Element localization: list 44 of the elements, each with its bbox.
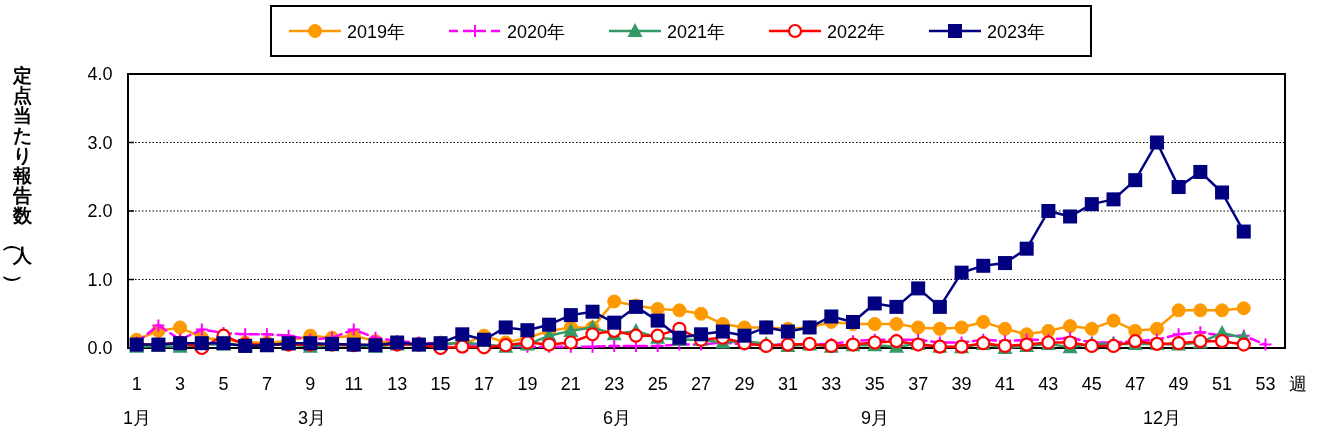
y-tick-label: 4.0	[87, 64, 113, 84]
legend-label: 2020年	[507, 22, 566, 42]
x-tick-label: 45	[1081, 374, 1102, 394]
x-tick-label: 37	[908, 374, 929, 394]
x-tick-label: 17	[473, 374, 495, 394]
y-tick-label: 3.0	[87, 132, 113, 153]
x-tick-label: 9	[305, 374, 316, 394]
y-tick-label: 0.0	[87, 338, 113, 358]
text: 6月	[602, 408, 632, 428]
x-tick-label: 23	[604, 374, 625, 394]
x-tick-label: 47	[1125, 374, 1146, 394]
text: 3月	[297, 408, 327, 428]
legend-label: 2023年	[987, 22, 1046, 42]
text: 9月	[860, 408, 890, 428]
x-tick-label: 27	[691, 374, 712, 394]
legend-label: 2019年	[347, 22, 406, 42]
y-tick-label: 1.0	[87, 269, 113, 290]
x-tick-label: 39	[951, 374, 972, 394]
x-tick-label: 15	[430, 374, 451, 394]
x-tick-label: 29	[734, 374, 755, 394]
x-tick-label: 5	[218, 374, 229, 394]
x-tick-label: 43	[1038, 374, 1059, 394]
x-tick-label: 33	[821, 374, 842, 394]
y-tick-label: 2.0	[87, 201, 113, 221]
x-tick-label: 13	[387, 374, 408, 394]
x-axis-title: 週	[1289, 374, 1307, 394]
x-tick-label: 53	[1255, 374, 1276, 394]
x-tick-label: 51	[1212, 374, 1233, 394]
legend-label: 2021年	[667, 22, 726, 42]
x-tick-label: 21	[560, 374, 581, 394]
x-tick-label: 1	[131, 374, 142, 394]
x-tick-label: 49	[1168, 374, 1189, 394]
x-tick-label: 19	[517, 374, 538, 394]
text: 1月	[122, 408, 152, 428]
x-tick-label: 31	[777, 374, 798, 394]
x-tick-label: 35	[864, 374, 885, 394]
x-tick-label: 3	[175, 374, 186, 394]
text: 12月	[1142, 408, 1182, 428]
legend-label: 2022年	[827, 22, 886, 42]
x-tick-label: 11	[344, 374, 364, 394]
x-tick-label: 7	[261, 374, 272, 394]
x-tick-label: 25	[647, 374, 668, 394]
text: 定点当たり報告数（人）	[2, 65, 32, 293]
x-tick-label: 41	[994, 374, 1015, 394]
